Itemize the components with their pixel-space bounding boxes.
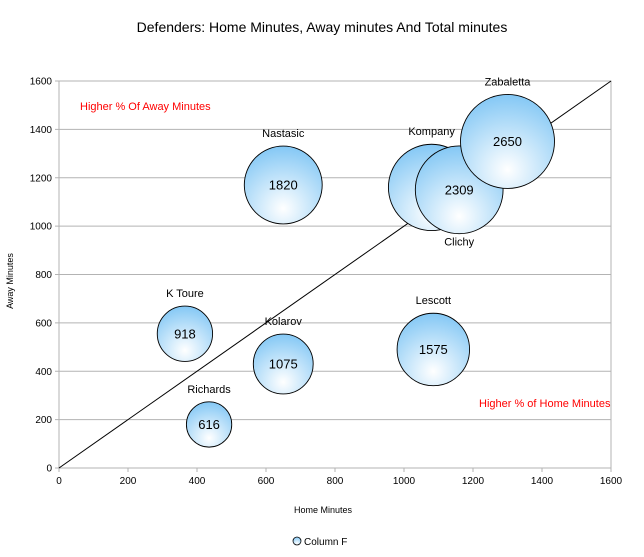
x-tick-label: 1200	[462, 476, 485, 487]
bubble-richards	[185, 401, 233, 448]
axis-ticks: 0 200 400 600 800 1000 1200 1400 1600 0 200 400 600 8…	[30, 77, 623, 488]
bubble-value-nastasic: 1820	[269, 178, 298, 193]
legend-label: Column F	[304, 537, 347, 548]
player-names: Nastasic Kompany Clichy Zabaletta K Toure Kol…	[166, 76, 531, 395]
y-tick-label: 200	[35, 415, 52, 426]
x-tick-label: 600	[258, 476, 275, 487]
bubble-name-kompany: Kompany	[408, 126, 455, 138]
bubble-value-kolarov: 1075	[269, 356, 298, 371]
bubble-zabaletta	[460, 94, 555, 189]
bubble-value-lescott: 1575	[419, 342, 448, 357]
x-tick-label: 1400	[531, 476, 554, 487]
y-tick-label: 600	[35, 318, 52, 329]
bubble-name-clichy: Clichy	[444, 237, 474, 249]
y-tick-label: 1000	[30, 222, 53, 233]
bubble-name-zabaletta: Zabaletta	[485, 76, 532, 88]
bubble-nastasic	[243, 145, 323, 225]
annotation-home: Higher % of Home Minutes	[479, 398, 611, 410]
x-tick-label: 400	[189, 476, 206, 487]
x-tick-label: 1000	[393, 476, 416, 487]
bubbles: 182022372309265091810751575616	[156, 94, 555, 448]
y-axis-label: Away Minutes	[5, 253, 15, 309]
x-tick-label: 200	[120, 476, 137, 487]
bubble-lescott	[396, 312, 471, 387]
bubble-name-nastasic: Nastasic	[262, 128, 305, 140]
bubble-name-k-toure: K Toure	[166, 288, 204, 300]
bubble-kolarov	[252, 333, 314, 395]
y-tick-label: 0	[46, 464, 52, 475]
annotation-away: Higher % Of Away Minutes	[80, 101, 211, 113]
x-axis-label: Home Minutes	[294, 505, 353, 515]
y-tick-label: 800	[35, 270, 52, 281]
legend: Column F	[292, 536, 347, 548]
bubble-value-richards: 616	[198, 417, 220, 432]
x-tick-label: 0	[56, 476, 62, 487]
bubble-value-k-toure: 918	[174, 326, 196, 341]
bubble-name-richards: Richards	[187, 384, 231, 396]
x-tick-label: 1600	[600, 476, 623, 487]
legend-marker	[292, 536, 302, 546]
bubble-name-lescott: Lescott	[416, 295, 451, 307]
y-tick-label: 400	[35, 367, 52, 378]
bubble-name-kolarov: Kolarov	[265, 316, 303, 328]
bubble-value-clichy: 2309	[445, 182, 474, 197]
x-tick-label: 800	[327, 476, 344, 487]
bubble-k-toure	[156, 305, 214, 362]
chart-title: Defenders: Home Minutes, Away minutes An…	[137, 19, 508, 35]
y-tick-label: 1200	[30, 173, 53, 184]
y-tick-label: 1600	[30, 77, 53, 88]
bubble-value-zabaletta: 2650	[493, 134, 522, 149]
y-tick-label: 1400	[30, 125, 53, 136]
